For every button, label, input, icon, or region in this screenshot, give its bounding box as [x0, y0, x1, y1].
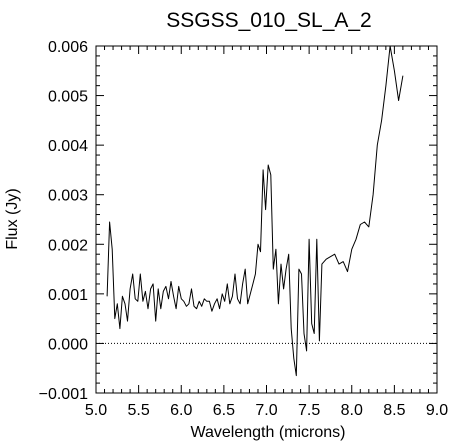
x-tick-label: 9.0: [426, 402, 448, 419]
y-tick-label: 0.001: [48, 287, 88, 304]
x-tick-label: 8.0: [341, 402, 363, 419]
y-axis-label: Flux (Jy): [4, 188, 21, 249]
x-tick-label: 6.5: [213, 402, 235, 419]
plot-frame: [95, 45, 438, 394]
y-tick-label: 0.005: [48, 89, 88, 106]
x-tick-label: 5.0: [85, 402, 107, 419]
x-tick-label: 7.0: [255, 402, 277, 419]
y-tick-label: 0.004: [48, 138, 88, 155]
axis-ticks: 5.0 5.5 6.0 6.5 7.0 7.5 8.0 8.5 9.0 −0.001 0.000 0.…: [39, 39, 449, 419]
series-group: [106, 45, 404, 377]
x-tick-label: 5.5: [128, 402, 150, 419]
flux-series-line: [106, 45, 404, 377]
x-axis-label: Wavelength (microns): [190, 424, 345, 441]
x-tick-label: 7.5: [298, 402, 320, 419]
chart-title: SSGSS_010_SL_A_2: [166, 9, 372, 32]
x-tick-label: 6.0: [170, 402, 192, 419]
y-tick-label: 0.006: [48, 39, 88, 56]
y-tick-label: 0.002: [48, 237, 88, 254]
y-tick-label: −0.001: [39, 386, 88, 403]
y-tick-label: 0.003: [48, 188, 88, 205]
y-tick-label: 0.000: [48, 336, 88, 353]
x-tick-label: 8.5: [383, 402, 405, 419]
